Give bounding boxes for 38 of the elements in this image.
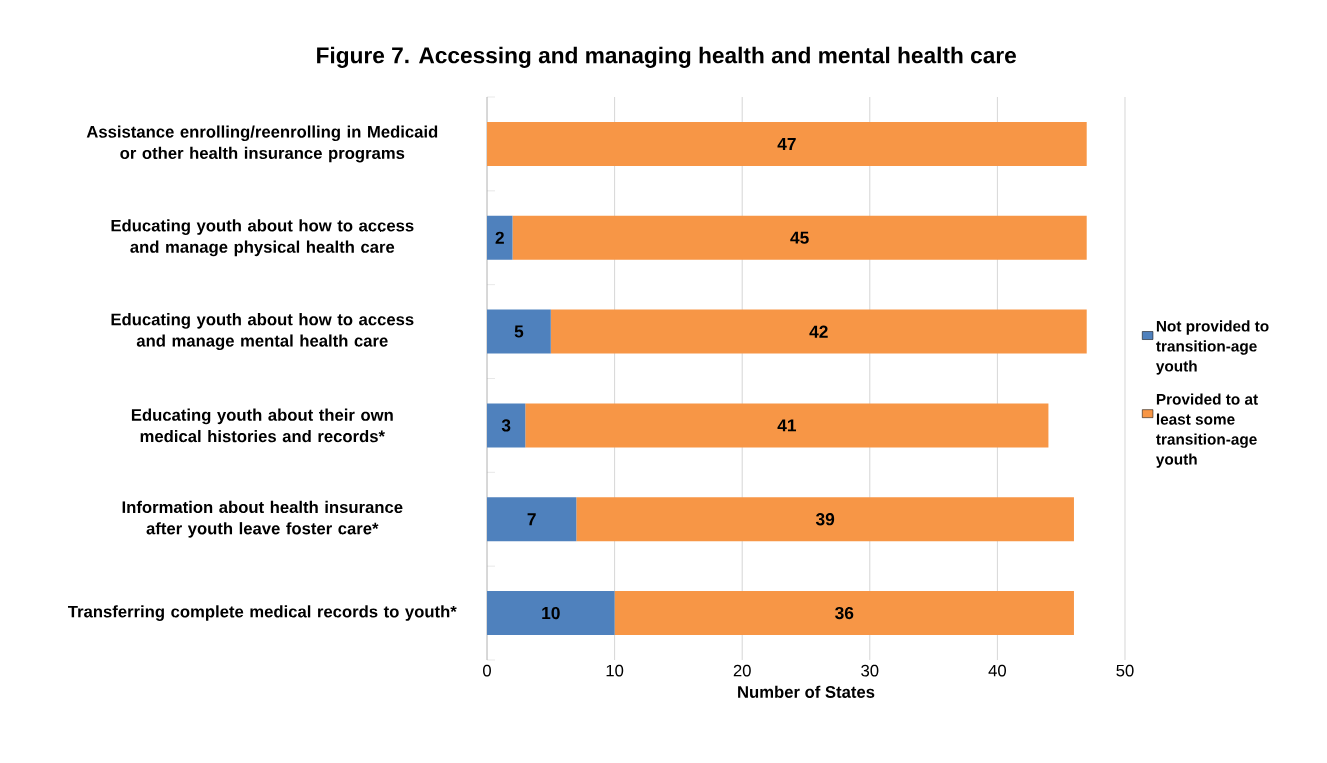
bar	[487, 497, 577, 542]
bar	[487, 121, 1087, 166]
x-axis-title: Number of States	[738, 685, 875, 698]
bar	[487, 309, 551, 354]
x-tick-label: 20	[733, 664, 751, 677]
x-tick-label: 40	[988, 664, 1007, 677]
bar	[550, 309, 1087, 354]
bar	[487, 591, 615, 636]
y-tick-label: Information about health insurance after youth leave foster care*	[122, 500, 403, 538]
y-tick-label: Educating youth about how to access and manage mental health care	[111, 313, 414, 351]
x-tick-label: 30	[861, 664, 879, 677]
data-label: 7	[527, 513, 536, 526]
bar	[576, 497, 1074, 542]
y-tick-label: Educating youth about how to access and manage physical health care	[111, 219, 414, 257]
data-label: 41	[777, 419, 797, 432]
y-tick-label: Educating youth about their own medical histories and records*	[131, 408, 393, 443]
bar	[512, 215, 1087, 260]
chart-title: Figure 7. Accessing and managing health and mental health care	[317, 46, 1016, 68]
x-tick-label: 50	[1116, 664, 1134, 677]
data-label: 3	[501, 419, 511, 432]
data-label: 2	[495, 231, 504, 244]
x-tick-label: 10	[606, 664, 624, 677]
bar	[525, 403, 1049, 448]
data-label: 36	[835, 606, 854, 620]
data-label: 42	[809, 325, 828, 338]
y-tick-label: Assistance enrolling/reenrolling in Medicaid or other health insurance programs	[86, 125, 438, 163]
bar	[487, 215, 513, 260]
x-tick-label: 0	[483, 664, 491, 677]
legend-label: Not provided to transition-age youth	[1156, 320, 1269, 375]
data-label: 47	[777, 137, 796, 150]
data-label: 5	[514, 325, 524, 338]
y-tick-label: Transferring complete medical records to youth*	[67, 605, 457, 621]
data-label: 10	[542, 606, 560, 620]
data-label: 39	[815, 513, 835, 526]
bar	[614, 591, 1074, 636]
data-label: 45	[790, 231, 809, 244]
legend-label: Provided to at least some transition-age youth	[1156, 393, 1258, 468]
bar	[487, 403, 526, 448]
